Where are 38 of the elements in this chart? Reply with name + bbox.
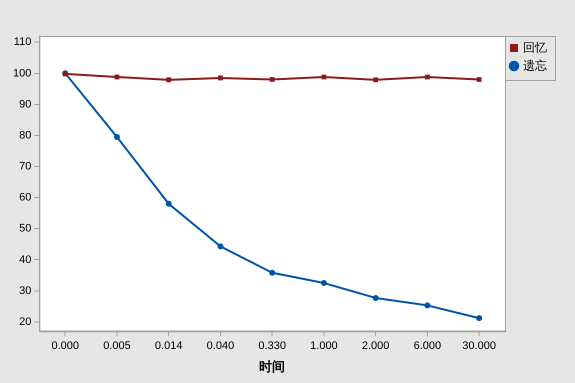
x-tick-label: 0.014	[154, 340, 182, 352]
x-tick-label: 2.000	[362, 340, 390, 352]
x-tick-label: 0.000	[51, 340, 79, 352]
y-tick-label: 90	[19, 98, 32, 110]
point	[320, 280, 327, 286]
point	[373, 77, 378, 82]
y-tick-label: 50	[19, 222, 32, 235]
x-tick-label: 6.000	[414, 340, 442, 352]
point	[114, 74, 120, 80]
point	[217, 243, 224, 250]
y-tick-label: 20	[19, 316, 32, 328]
x-tick-label: 1.000	[310, 340, 338, 352]
point	[270, 77, 275, 82]
y-tick-label: 60	[19, 192, 32, 204]
y-tick-label: 30	[19, 284, 32, 297]
point	[424, 74, 430, 80]
x-tick-label: 0.040	[206, 340, 234, 352]
point	[114, 134, 120, 140]
point	[166, 77, 172, 82]
point	[269, 270, 276, 276]
point	[476, 77, 482, 82]
point	[218, 76, 223, 80]
x-tick-label: 30.000	[462, 340, 496, 352]
x-axis-title: 时间	[259, 358, 286, 374]
point	[166, 200, 172, 207]
y-tick-label: 100	[12, 67, 32, 80]
y-tick-label: 70	[19, 160, 32, 173]
y-tick-label: 40	[19, 254, 32, 266]
point	[322, 74, 326, 80]
point	[476, 315, 482, 322]
y-tick-label: 80	[19, 129, 32, 142]
legend-label: 遗忘	[523, 58, 547, 72]
legend-label: 回忆	[523, 40, 547, 54]
x-tick-label: 0.005	[103, 340, 131, 352]
y-tick-label: 110	[14, 36, 32, 48]
x-tick-label: 0.330	[258, 340, 286, 352]
point	[424, 302, 430, 308]
point	[372, 294, 379, 301]
